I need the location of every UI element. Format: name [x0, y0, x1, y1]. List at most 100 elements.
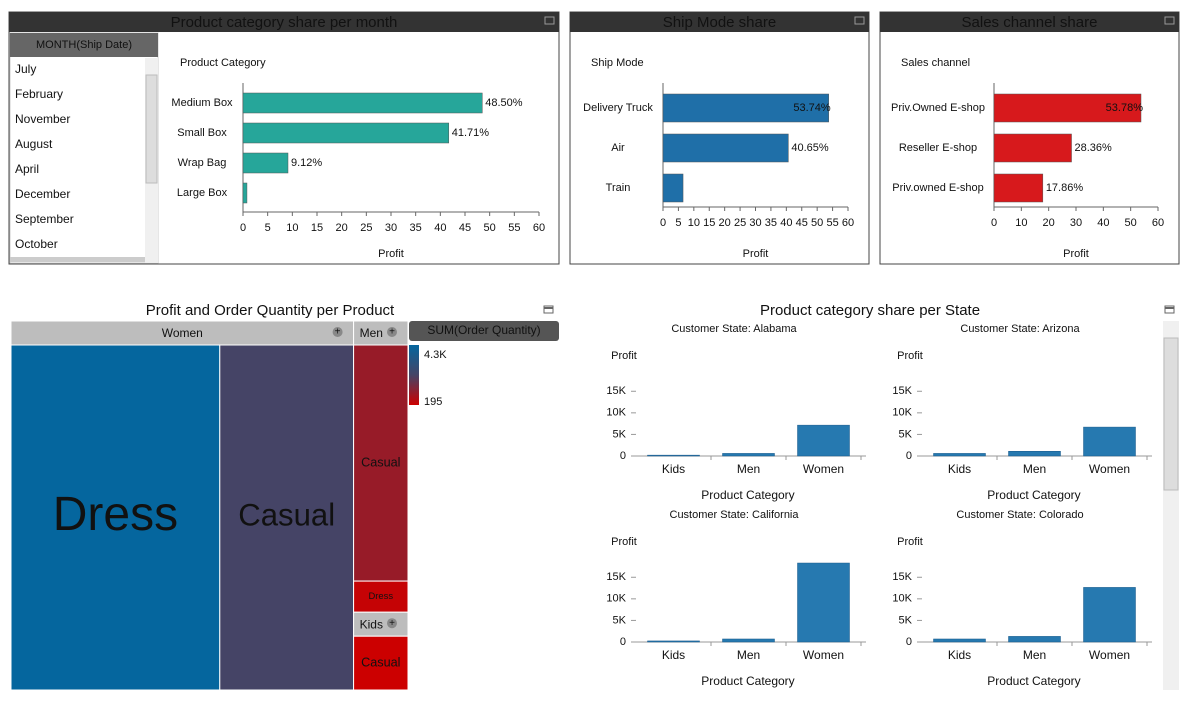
y-axis-title: Profit	[897, 350, 923, 362]
x-tick-label: 40	[1097, 217, 1109, 229]
y-tick-label: 0	[620, 636, 626, 648]
list-item[interactable]: April	[15, 162, 39, 176]
y-tick-label: 5K	[899, 428, 913, 440]
x-tick-label: Women	[1089, 462, 1130, 476]
bar[interactable]	[1083, 587, 1136, 643]
bar[interactable]	[722, 453, 775, 457]
y-tick-label: 10K	[606, 593, 626, 605]
x-tick-label: 20	[336, 222, 348, 234]
bar[interactable]	[662, 133, 789, 163]
list-item[interactable]: September	[15, 212, 74, 226]
y-tick-label: 0	[906, 450, 912, 462]
list-item[interactable]: December	[15, 187, 70, 201]
x-tick-label: 10	[286, 222, 298, 234]
list-item[interactable]: July	[15, 62, 36, 76]
y-axis-title: Profit	[611, 350, 637, 362]
expand-icon[interactable]	[387, 327, 397, 337]
list-frame	[9, 32, 159, 264]
list-item[interactable]: August	[15, 137, 53, 151]
category-label: Air	[611, 142, 625, 154]
bar[interactable]	[1083, 426, 1136, 457]
y-tick-label: 15K	[606, 385, 626, 397]
bar[interactable]	[1008, 636, 1061, 643]
category-axis-title: Ship Mode	[591, 57, 644, 69]
y-tick-label: 15K	[892, 385, 912, 397]
expand-plus: +	[389, 327, 395, 338]
y-tick-label: 0	[620, 450, 626, 462]
bar[interactable]	[647, 454, 700, 457]
x-tick-label: 25	[734, 217, 746, 229]
bar[interactable]	[797, 562, 850, 643]
bar[interactable]	[1008, 451, 1061, 457]
scrollbar-thumb[interactable]	[145, 74, 158, 184]
scrollbar-thumb[interactable]	[1163, 337, 1179, 491]
x-tick-label: 0	[660, 217, 666, 229]
x-tick-label: 15	[703, 217, 715, 229]
list-item[interactable]: February	[15, 87, 63, 101]
bar[interactable]	[993, 173, 1044, 203]
list-item[interactable]: November	[15, 112, 70, 126]
bar[interactable]	[933, 453, 986, 457]
x-tick-label: Men	[737, 648, 760, 662]
y-tick-label: 15K	[892, 571, 912, 583]
x-axis-title: Profit	[378, 248, 404, 260]
bar[interactable]	[797, 424, 850, 457]
value-label: 48.50%	[485, 97, 523, 109]
y-tick-label: 5K	[899, 614, 913, 626]
treemap-cell[interactable]	[219, 344, 355, 691]
bar[interactable]	[242, 182, 248, 204]
bar[interactable]	[242, 92, 483, 114]
x-axis-title: Profit	[1063, 248, 1089, 260]
category-label: Train	[606, 182, 631, 194]
x-tick-label: Kids	[948, 462, 971, 476]
x-tick-label: 40	[780, 217, 792, 229]
window-icon	[544, 16, 555, 25]
expand-icon[interactable]	[332, 327, 343, 337]
bar[interactable]	[662, 173, 684, 203]
window-icon	[1164, 305, 1175, 314]
x-tick-label: 60	[1152, 217, 1164, 229]
treemap-cell[interactable]	[10, 344, 221, 691]
group-label: Women	[162, 326, 203, 340]
bar[interactable]	[242, 122, 450, 144]
panel-title-bar	[9, 12, 559, 32]
treemap-cell[interactable]	[353, 344, 409, 582]
expand-plus: +	[389, 618, 395, 629]
bar[interactable]	[242, 152, 289, 174]
bar[interactable]	[993, 93, 1142, 123]
category-label: Wrap Bag	[178, 157, 227, 169]
legend-header	[409, 321, 559, 341]
bar[interactable]	[647, 640, 700, 643]
window-icon	[543, 305, 554, 314]
category-label: Delivery Truck	[583, 102, 653, 114]
treemap-cell[interactable]	[353, 635, 409, 691]
cell-label: Dress	[53, 488, 178, 541]
list-bottom	[10, 257, 145, 262]
legend-min: 195	[424, 396, 442, 408]
y-tick-label: 15K	[606, 571, 626, 583]
x-axis-title: Product Category	[701, 488, 794, 502]
list-item[interactable]: October	[15, 237, 58, 251]
x-axis-title: Product Category	[987, 674, 1080, 688]
bar[interactable]	[662, 93, 829, 123]
treemap-cell[interactable]	[353, 580, 409, 613]
bar[interactable]	[993, 133, 1072, 163]
group-label: Kids	[360, 617, 383, 631]
x-tick-label: 30	[749, 217, 761, 229]
cell-label: Casual	[361, 655, 400, 669]
x-tick-label: 35	[765, 217, 777, 229]
y-tick-label: 5K	[613, 428, 627, 440]
category-label: Small Box	[177, 127, 227, 139]
bar[interactable]	[933, 638, 986, 643]
x-tick-label: Men	[1023, 462, 1046, 476]
legend-gradient	[409, 345, 419, 405]
x-tick-label: Kids	[662, 648, 685, 662]
category-axis-title: Sales channel	[901, 57, 970, 69]
facet-title: Customer State: Colorado	[956, 509, 1083, 521]
x-tick-label: 30	[385, 222, 397, 234]
expand-icon[interactable]	[387, 618, 397, 629]
value-label: 41.71%	[452, 127, 490, 139]
facet-title: Customer State: Alabama	[671, 323, 797, 335]
bar[interactable]	[722, 638, 775, 643]
